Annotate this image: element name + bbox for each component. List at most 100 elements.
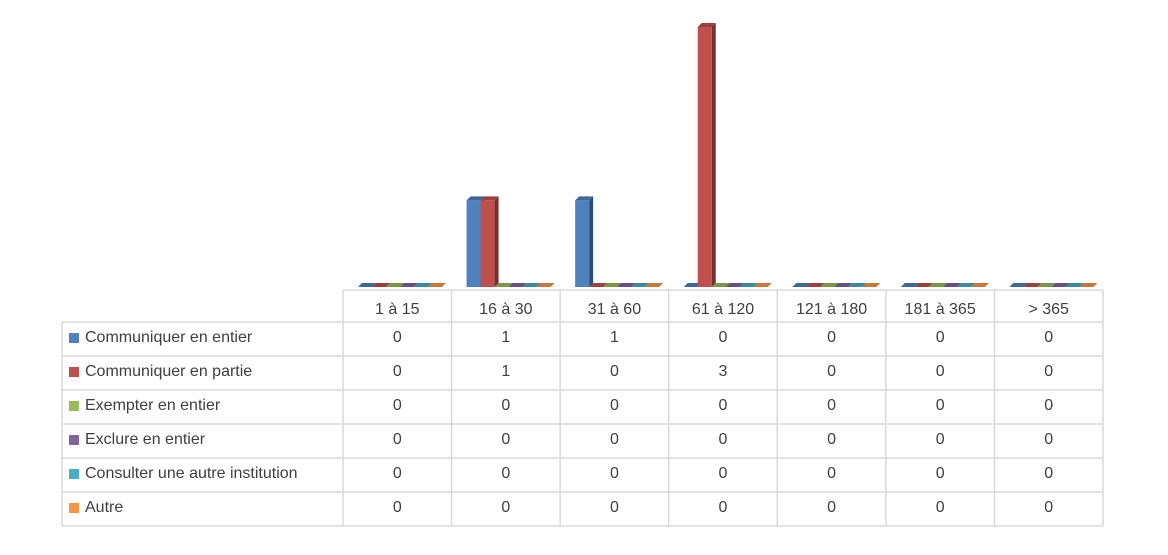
bar-front: [466, 200, 481, 287]
table-value: 0: [610, 499, 619, 516]
bar-top: [806, 283, 825, 287]
table-value: 0: [827, 329, 836, 346]
bar: [603, 283, 622, 287]
bar-top: [820, 283, 839, 287]
bar-top: [914, 283, 933, 287]
bar-top: [1009, 283, 1028, 287]
bar-front: [575, 200, 590, 287]
bar-top: [711, 283, 730, 287]
bar-top: [575, 196, 594, 201]
table-value: 0: [1044, 329, 1053, 346]
legend-label: Communiquer en entier: [85, 329, 253, 346]
bar-top: [1065, 283, 1084, 287]
bar: [428, 283, 446, 287]
bar: [956, 283, 975, 287]
bar-top: [603, 283, 622, 287]
table-value: 0: [1044, 499, 1053, 516]
table-value: 0: [1044, 363, 1053, 380]
bar-top: [956, 283, 975, 287]
bar: [862, 283, 881, 287]
bar: [900, 283, 919, 287]
table-value: 0: [827, 397, 836, 414]
bar-top: [1037, 283, 1056, 287]
table-value: 0: [827, 465, 836, 482]
table-value: 0: [393, 329, 402, 346]
table-value: 0: [393, 363, 402, 380]
bar-top: [928, 283, 947, 287]
bar: [631, 283, 650, 287]
table-value: 0: [501, 499, 510, 516]
bar: [970, 283, 989, 287]
bar: [386, 283, 404, 287]
bar-top: [697, 23, 716, 27]
bar: [1037, 283, 1056, 287]
bar: [536, 283, 555, 287]
bar-top: [900, 283, 919, 287]
bar-top: [834, 283, 853, 287]
legend-label: Autre: [85, 499, 123, 516]
legend-label: Consulter une autre institution: [85, 465, 298, 482]
table-value: 0: [936, 465, 945, 482]
bar-top: [536, 283, 555, 287]
bar-top: [683, 283, 702, 287]
bar: [589, 283, 608, 287]
bar-top: [1079, 283, 1098, 287]
table-value: 0: [501, 397, 510, 414]
bar-side: [589, 196, 594, 287]
table-value: 0: [936, 329, 945, 346]
bar: [358, 283, 376, 287]
legend-swatch: [69, 333, 79, 343]
bar: [400, 283, 418, 287]
table-value: 0: [501, 431, 510, 448]
table-value: 1: [501, 329, 510, 346]
x-tick-label: 16 à 30: [479, 301, 532, 318]
bar-top: [942, 283, 961, 287]
table-value: 0: [393, 431, 402, 448]
bar: [1065, 283, 1084, 287]
bar: [1023, 283, 1042, 287]
bar: [1079, 283, 1098, 287]
bar-top: [480, 196, 499, 201]
legend-label: Communiquer en partie: [85, 363, 252, 380]
bar: [645, 283, 664, 287]
bar-top: [617, 283, 636, 287]
table-value: 0: [719, 397, 728, 414]
table-value: 0: [393, 465, 402, 482]
bar-top: [1023, 283, 1042, 287]
bar-top: [753, 283, 772, 287]
bar-top: [428, 283, 446, 287]
bar: [480, 196, 499, 287]
bar: [928, 283, 947, 287]
bar: [522, 283, 541, 287]
table-value: 0: [610, 363, 619, 380]
table-value: 0: [827, 431, 836, 448]
bar-side: [711, 23, 716, 287]
table-value: 0: [719, 499, 728, 516]
x-tick-label: 61 à 120: [692, 301, 754, 318]
bar: [942, 283, 961, 287]
bar-top: [508, 283, 527, 287]
table-value: 0: [719, 465, 728, 482]
bar: [711, 283, 730, 287]
bar: [792, 283, 811, 287]
bar-top: [494, 283, 513, 287]
table-value: 0: [936, 363, 945, 380]
bar: [617, 283, 636, 287]
bar: [508, 283, 527, 287]
legend-swatch: [69, 367, 79, 377]
bar: [834, 283, 853, 287]
bar: [806, 283, 825, 287]
bar: [1051, 283, 1070, 287]
bar-top: [631, 283, 650, 287]
bar-top: [792, 283, 811, 287]
table-value: 0: [936, 397, 945, 414]
bar-top: [725, 283, 744, 287]
bar: [820, 283, 839, 287]
bar: [1009, 283, 1028, 287]
table-value: 0: [393, 499, 402, 516]
x-tick-label: 121 à 180: [796, 301, 867, 318]
bar-top: [970, 283, 989, 287]
bar: [575, 196, 594, 287]
table-value: 1: [610, 329, 619, 346]
